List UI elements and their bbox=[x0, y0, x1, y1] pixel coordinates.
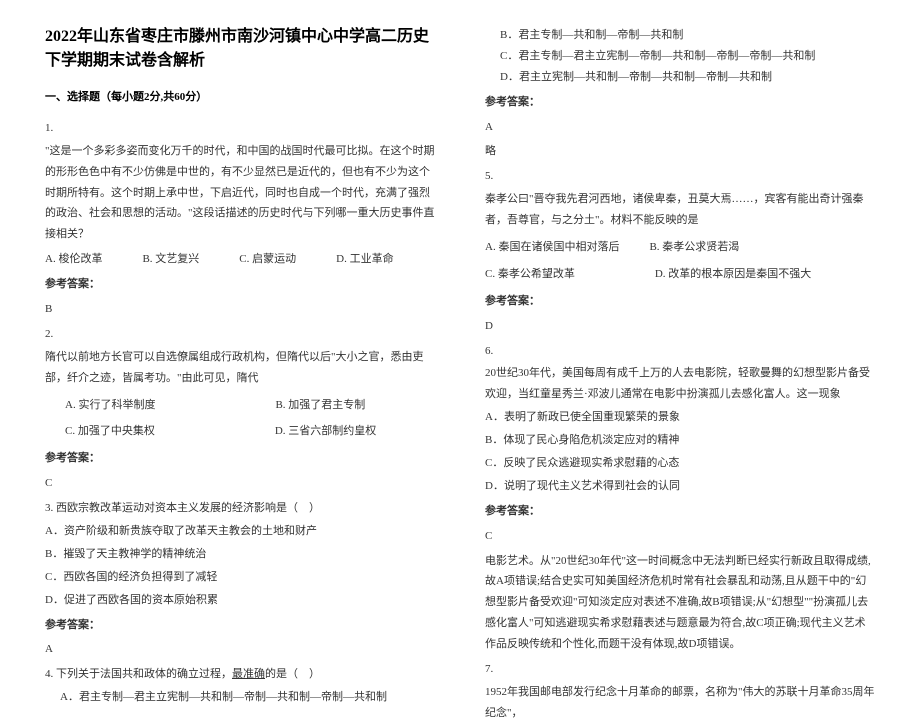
q3-opt-a: A．资产阶级和新贵族夺取了改革天主教会的土地和财产 bbox=[45, 521, 435, 542]
q5-opt-c: C. 秦孝公希望改革 bbox=[485, 264, 575, 285]
q1-answer-label: 参考答案： bbox=[45, 274, 435, 295]
q2-opt-a: A. 实行了科举制度 bbox=[65, 395, 155, 416]
q1-opt-b: B. 文艺复兴 bbox=[142, 249, 199, 270]
q1-options: A. 梭伦改革 B. 文艺复兴 C. 启蒙运动 D. 工业革命 bbox=[45, 249, 435, 270]
q6-answer: C bbox=[485, 526, 875, 547]
q6-opt-a: A．表明了新政已使全国重现繁荣的景象 bbox=[485, 407, 875, 428]
q2-answer: C bbox=[45, 473, 435, 494]
q6-options: A．表明了新政已使全国重现繁荣的景象 B．体现了民心身陷危机淡定应对的精神 C．… bbox=[485, 407, 875, 497]
q6-answer-label: 参考答案： bbox=[485, 501, 875, 522]
q5-answer: D bbox=[485, 316, 875, 337]
q7-number: 7. bbox=[485, 659, 875, 680]
q4-answer: A bbox=[485, 117, 875, 138]
q6-opt-c: C．反映了民众逃避现实希求慰藉的心态 bbox=[485, 453, 875, 474]
q5-text: 秦孝公曰"晋夺我先君河西地，诸侯卑秦，丑莫大焉……，宾客有能出奇计强秦者，吾尊官… bbox=[485, 189, 875, 231]
q4-number-text: 4. 下列关于法国共和政体的确立过程，最准确的是（ ） bbox=[45, 664, 435, 685]
q5-options-row1: A. 秦国在诸侯国中相对落后 B. 秦孝公求贤若渴 bbox=[485, 237, 875, 258]
q2-options-row1: A. 实行了科举制度 B. 加强了君主专制 bbox=[65, 395, 435, 416]
q4-answer-label: 参考答案： bbox=[485, 92, 875, 113]
q3-opt-b: B．摧毁了天主教神学的精神统治 bbox=[45, 544, 435, 565]
q4-opt-c: C．君主专制—君主立宪制—帝制—共和制—帝制—帝制—共和制 bbox=[485, 46, 875, 67]
q6-number: 6. bbox=[485, 341, 875, 362]
q5-answer-label: 参考答案： bbox=[485, 291, 875, 312]
q2-number: 2. bbox=[45, 324, 435, 345]
section-heading: 一、选择题（每小题2分,共60分） bbox=[45, 87, 435, 108]
q4-brief: 略 bbox=[485, 141, 875, 162]
q3-options: A．资产阶级和新贵族夺取了改革天主教会的土地和财产 B．摧毁了天主教神学的精神统… bbox=[45, 521, 435, 611]
q1-opt-a: A. 梭伦改革 bbox=[45, 249, 102, 270]
q2-opt-d: D. 三省六部制约皇权 bbox=[275, 421, 376, 442]
q7-text: 1952年我国邮电部发行纪念十月革命的邮票，名称为"伟大的苏联十月革命35周年纪… bbox=[485, 682, 875, 724]
q4-underlined: 最准确 bbox=[232, 668, 265, 680]
q1-answer: B bbox=[45, 299, 435, 320]
q3-opt-c: C．西欧各国的经济负担得到了减轻 bbox=[45, 567, 435, 588]
q3-answer-label: 参考答案： bbox=[45, 615, 435, 636]
q2-text: 隋代以前地方长官可以自选僚属组成行政机构，但隋代以后"大小之官，悉由吏部，纤介之… bbox=[45, 347, 435, 389]
q5-number: 5. bbox=[485, 166, 875, 187]
q6-opt-b: B．体现了民心身陷危机淡定应对的精神 bbox=[485, 430, 875, 451]
q1-text: "这是一个多彩多姿而变化万千的时代，和中国的战国时代最可比拟。在这个时期的形形色… bbox=[45, 141, 435, 245]
q2-options-row2: C. 加强了中央集权 D. 三省六部制约皇权 bbox=[65, 421, 435, 442]
q5-opt-b: B. 秦孝公求贤若渴 bbox=[649, 237, 739, 258]
q2-opt-b: B. 加强了君主专制 bbox=[275, 395, 365, 416]
q1-number: 1. bbox=[45, 118, 435, 139]
q2-answer-label: 参考答案： bbox=[45, 448, 435, 469]
q5-options-row2: C. 秦孝公希望改革 D. 改革的根本原因是秦国不强大 bbox=[485, 264, 875, 285]
q4-opt-a: A．君主专制—君主立宪制—共和制—帝制—共和制—帝制—共和制 bbox=[45, 687, 435, 708]
q6-text: 20世纪30年代，美国每周有成千上万的人去电影院，轻歌曼舞的幻想型影片备受欢迎，… bbox=[485, 363, 875, 405]
doc-title: 2022年山东省枣庄市滕州市南沙河镇中心中学高二历史下学期期末试卷含解析 bbox=[45, 25, 435, 73]
q5-opt-d: D. 改革的根本原因是秦国不强大 bbox=[655, 264, 811, 285]
q6-opt-d: D．说明了现代主义艺术得到社会的认同 bbox=[485, 476, 875, 497]
right-column: B．君主专制—共和制—帝制—共和制 C．君主专制—君主立宪制—帝制—共和制—帝制… bbox=[460, 25, 890, 626]
q5-opt-a: A. 秦国在诸侯国中相对落后 bbox=[485, 237, 619, 258]
q3-answer: A bbox=[45, 639, 435, 660]
q6-explanation: 电影艺术。从"20世纪30年代"这一时间概念中无法判断已经实行新政且取得成绩,故… bbox=[485, 551, 875, 655]
q1-opt-c: C. 启蒙运动 bbox=[239, 249, 296, 270]
q4-opt-b: B．君主专制—共和制—帝制—共和制 bbox=[485, 25, 875, 46]
left-column: 2022年山东省枣庄市滕州市南沙河镇中心中学高二历史下学期期末试卷含解析 一、选… bbox=[30, 25, 460, 626]
q3-number-text: 3. 西欧宗教改革运动对资本主义发展的经济影响是（ ） bbox=[45, 498, 435, 519]
q2-opt-c: C. 加强了中央集权 bbox=[65, 421, 155, 442]
q3-opt-d: D．促进了西欧各国的资本原始积累 bbox=[45, 590, 435, 611]
q1-opt-d: D. 工业革命 bbox=[336, 249, 393, 270]
q4-opt-d: D．君主立宪制—共和制—帝制—共和制—帝制—共和制 bbox=[485, 67, 875, 88]
